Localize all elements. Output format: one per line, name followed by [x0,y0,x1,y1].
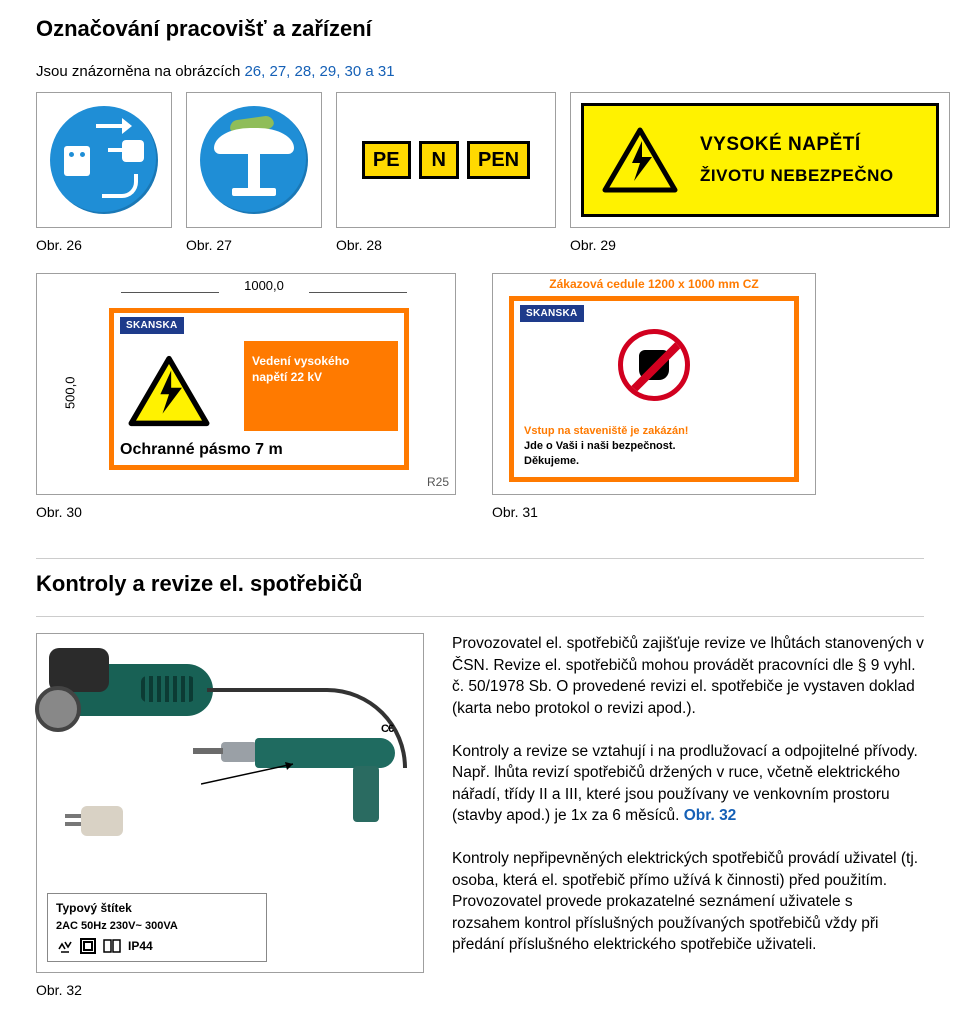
mushroom-stem-icon [248,150,260,190]
ip-rating: IP44 [128,938,153,954]
figure-30: 1000,0 500,0 SKANSKA Vedení vysokého nap… [36,273,456,522]
recycle-icon [56,937,74,955]
skanska-brand: SKANSKA [520,305,584,323]
figure-26: Obr. 26 [36,92,172,255]
type-label-card: Typový štítek 2AC 50Hz 230V~ 300VA IP44 [47,893,267,962]
figure-29-caption: Obr. 29 [570,236,950,255]
book-icon [102,938,122,954]
fig31-panel: SKANSKA Vstup na staveniště je zakázán! … [509,296,799,482]
figure-row-2: 1000,0 500,0 SKANSKA Vedení vysokého nap… [36,273,924,522]
figure-29: VYSOKÉ NAPĚTÍ ŽIVOTU NEBEZPEČNO Obr. 29 [570,92,950,255]
intro-text-blue: 26, 27, 28, 29, 30 a 31 [244,63,394,80]
section2-left: C€ Typový štítek 2AC 50Hz 230V~ 300VA IP… [36,633,424,1000]
hv-line1: VYSOKÉ NAPĚTÍ [700,132,894,158]
figure-29-box: VYSOKÉ NAPĚTÍ ŽIVOTU NEBEZPEČNO [570,92,950,228]
skanska-panel: SKANSKA Vedení vysokého napětí 22 kV Och… [109,308,409,470]
section2-right: Provozovatel el. spotřebičů zajišťuje re… [452,633,924,1000]
dimension-vertical: 500,0 [43,314,97,472]
figure-32-caption: Obr. 32 [36,981,424,1000]
section2-layout: C€ Typový štítek 2AC 50Hz 230V~ 300VA IP… [36,633,924,1000]
figure-31-box: Zákazová cedule 1200 x 1000 mm CZ SKANSK… [492,273,816,495]
ce-mark-icon: C€ [381,722,393,737]
figure-26-box [36,92,172,228]
type-label-rating: 2AC 50Hz 230V~ 300VA [56,919,258,934]
callout-arrow-icon [201,760,305,788]
pen-label-pe: PE [362,141,411,179]
fig31-line1: Vstup na staveniště je zakázán! [524,424,784,439]
power-tools-illustration: C€ [47,644,413,844]
figure-27-box [186,92,322,228]
fig31-title: Zákazová cedule 1200 x 1000 mm CZ [501,276,807,292]
warning-triangle-icon [128,355,210,427]
angle-grinder-icon [53,664,213,716]
orange-line2: napětí 22 kV [252,369,390,385]
skanska-brand: SKANSKA [120,317,184,335]
figure-27-caption: Obr. 27 [186,236,322,255]
paragraph-2: Kontroly a revize se vztahují i na prodl… [452,741,924,827]
fig31-line2: Jde o Vaši i naši bezpečnost. [524,439,784,454]
figure-32: C€ Typový štítek 2AC 50Hz 230V~ 300VA IP… [36,633,424,1000]
dimension-horizontal: 1000,0 [121,276,407,296]
figure-28-caption: Obr. 28 [336,236,556,255]
orange-line1: Vedení vysokého [252,353,390,369]
section1-intro: Jsou znázorněna na obrázcích 26, 27, 28,… [36,62,924,82]
figure-32-box: C€ Typový štítek 2AC 50Hz 230V~ 300VA IP… [36,633,424,973]
figure-27: Obr. 27 [186,92,322,255]
cord-icon [102,174,138,198]
pen-label-pen: PEN [467,141,530,179]
figure-30-caption: Obr. 30 [36,503,456,522]
radius-note-r25: R25 [427,474,449,490]
hv-line2: ŽIVOTU NEBEZPEČNO [700,165,894,188]
figure-28-box: PE N PEN [336,92,556,228]
figure-26-caption: Obr. 26 [36,236,172,255]
mandatory-ground-sign [200,106,308,214]
figure-31: Zákazová cedule 1200 x 1000 mm CZ SKANSK… [492,273,816,522]
section2-title: Kontroly a revize el. spotřebičů [36,569,924,599]
paragraph-1: Provozovatel el. spotřebičů zajišťuje re… [452,633,924,719]
paragraph-3: Kontroly nepřipevněných elektrických spo… [452,848,924,955]
type-label-symbols: IP44 [56,937,258,955]
fig31-text: Vstup na staveniště je zakázán! Jde o Va… [524,424,784,469]
high-voltage-text: VYSOKÉ NAPĚTÍ ŽIVOTU NEBEZPEČNO [700,132,894,189]
figure-31-caption: Obr. 31 [492,503,816,522]
grinder-vent-icon [141,676,195,702]
underline-divider [36,616,924,617]
pen-label-n: N [419,141,459,179]
figure-30-box: 1000,0 500,0 SKANSKA Vedení vysokého nap… [36,273,456,495]
intro-text-black: Jsou znázorněna na obrázcích [36,63,244,80]
warning-triangle-icon [602,127,678,193]
drill-bit-icon [193,748,223,754]
section-divider [36,558,924,559]
section1-title: Označování pracovišť a zařízení [36,14,924,44]
prohibition-no-entry-icon [618,329,690,401]
paragraph-2-ref: Obr. 32 [684,807,737,824]
mandatory-unplug-sign [50,106,158,214]
socket-icon [64,146,90,176]
type-label-title: Typový štítek [56,900,258,916]
fig31-line3: Děkujeme. [524,454,784,469]
skanska-sign: 1000,0 500,0 SKANSKA Vedení vysokého nap… [37,274,455,494]
plug-icon [122,140,144,162]
high-voltage-sign: VYSOKÉ NAPĚTÍ ŽIVOTU NEBEZPEČNO [581,103,939,217]
arrow-icon [96,124,124,128]
power-plug-icon [81,806,123,836]
figure-28: PE N PEN Obr. 28 [336,92,556,255]
skanska-main-text: Ochranné pásmo 7 m [120,439,398,461]
grinder-disc-icon [35,686,81,732]
pen-labels-row: PE N PEN [362,141,530,179]
drill-chuck-icon [221,742,257,762]
class2-double-square-icon [80,938,96,954]
drill-handle-icon [353,766,379,822]
hand-icon [639,350,669,380]
mushroom-base-icon [232,188,276,196]
skanska-orange-text: Vedení vysokého napětí 22 kV [244,341,398,431]
figure-row-1: Obr. 26 Obr. 27 PE N PEN Obr. 28 [36,92,924,255]
